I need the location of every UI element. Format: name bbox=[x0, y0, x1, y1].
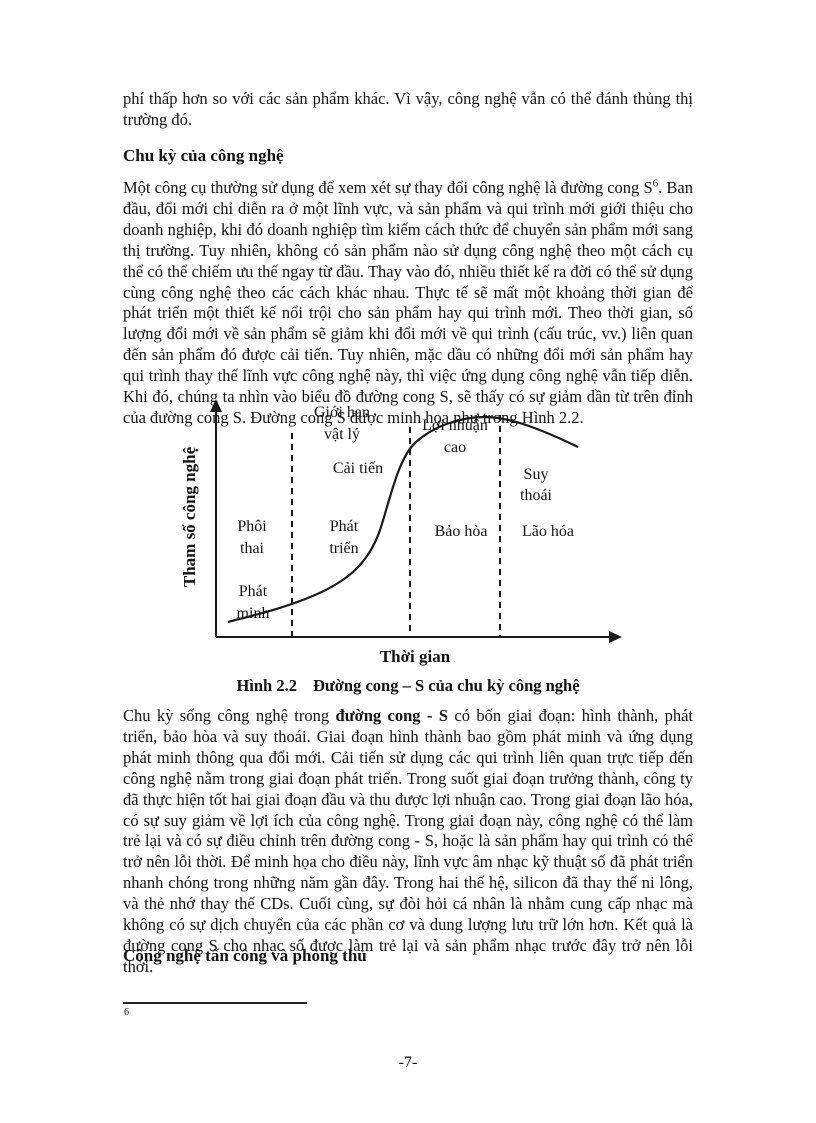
heading-technology-cycle: Chu kỳ của công nghệ bbox=[123, 146, 284, 165]
label-invention-line1: Phát bbox=[239, 583, 268, 600]
label-growth-line1: Phát bbox=[330, 518, 359, 535]
label-embryonic-line1: Phôi bbox=[237, 518, 267, 535]
page-number: -7- bbox=[398, 1054, 418, 1071]
s-curve-chart: Giới hạn vật lý Lợi nhuận cao Cải tiến S… bbox=[180, 399, 622, 666]
paragraph-lifecycle-part2: có bốn giai đoạn: hình thành, phát triển… bbox=[123, 706, 694, 976]
footnote-reference-6: 6 bbox=[652, 177, 659, 190]
footnote-marker: 6 bbox=[124, 1007, 129, 1018]
label-growth-line2: triển bbox=[329, 540, 358, 557]
y-axis-title: Tham số công nghệ bbox=[180, 446, 199, 587]
label-physical-limit-line2: vật lý bbox=[324, 426, 360, 443]
label-physical-limit-line1: Giới hạn bbox=[314, 404, 370, 421]
s-curve-line bbox=[227, 415, 579, 624]
figure-caption-text: Đường cong – S của chu kỳ công nghệ bbox=[312, 676, 580, 695]
figure-caption: Hình 2.2 Đường cong – S của chu kỳ công n… bbox=[123, 676, 693, 696]
label-aging: Lão hóa bbox=[522, 523, 574, 540]
paragraph-lifecycle-bold: đường cong - S bbox=[335, 706, 449, 725]
x-axis-title: Thời gian bbox=[380, 647, 451, 666]
paragraph-lifecycle-part1: Chu kỳ sống công nghệ trong bbox=[123, 706, 336, 725]
paragraph-s-curve: Một công cụ thường sử dụng để xem xét sự… bbox=[123, 178, 693, 429]
footnote-separator bbox=[123, 1002, 307, 1004]
label-high-profit-line2: cao bbox=[444, 439, 466, 456]
figure-caption-label: Hình 2.2 bbox=[236, 676, 297, 695]
label-invention-line2: minh bbox=[237, 605, 270, 622]
heading-attack-defense: Công nghệ tấn công và phòng thủ bbox=[123, 946, 367, 965]
label-embryonic-line2: thai bbox=[240, 540, 265, 557]
paragraph-lifecycle: Chu kỳ sống công nghệ trong đường cong -… bbox=[123, 706, 693, 978]
paragraph-s-curve-part1: Một công cụ thường sử dụng để xem xét sự… bbox=[123, 178, 653, 197]
label-decline-line1: Suy bbox=[524, 466, 549, 483]
paragraph-s-curve-part2: . Ban đầu, đổi mới chỉ diễn ra ở một lĩn… bbox=[123, 178, 693, 427]
paragraph-intro-tail: phí thấp hơn so với các sản phẩm khác. V… bbox=[123, 89, 693, 129]
label-saturation: Bảo hòa bbox=[435, 523, 488, 540]
label-high-profit-line1: Lợi nhuận bbox=[422, 417, 488, 434]
label-improvement: Cải tiến bbox=[333, 460, 383, 477]
y-axis-arrow-icon bbox=[210, 399, 222, 412]
figure-s-curve: Giới hạn vật lý Lợi nhuận cao Cải tiến S… bbox=[160, 396, 670, 672]
label-decline-line2: thoái bbox=[520, 487, 553, 504]
x-axis-arrow-icon bbox=[609, 631, 622, 643]
